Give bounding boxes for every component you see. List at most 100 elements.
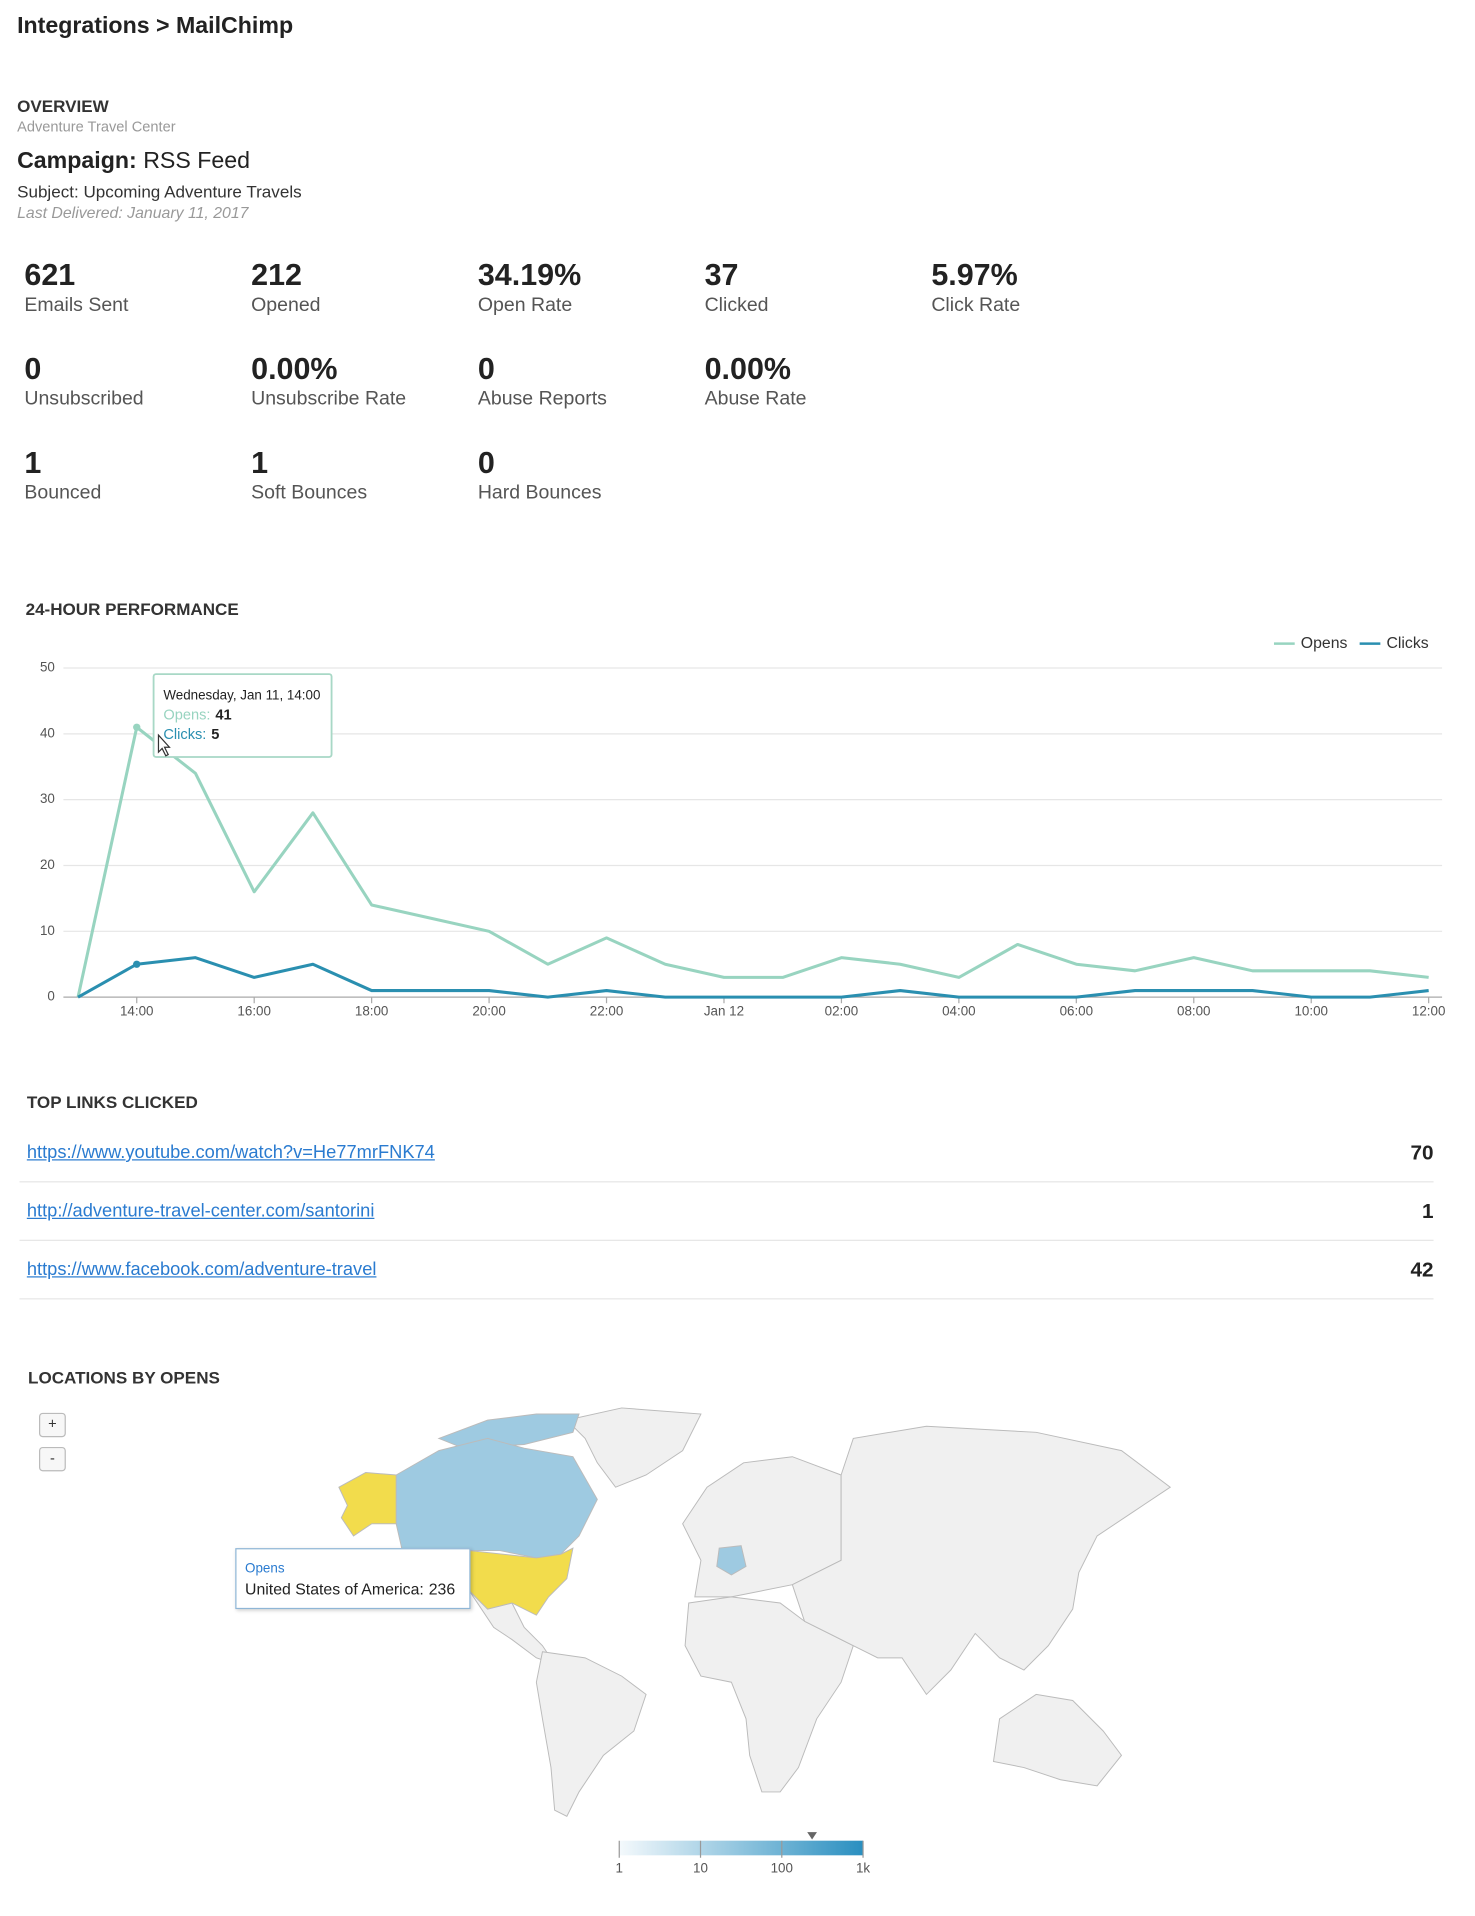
zoom-out-button[interactable]: - <box>39 1446 66 1472</box>
subject: Subject: Upcoming Adventure Travels <box>17 181 302 202</box>
color-scale: 1 10 100 1k <box>616 1832 870 1875</box>
stat-value: 0.00% <box>251 352 338 387</box>
y-tick-label: 50 <box>40 660 55 675</box>
row-divider <box>19 1181 1434 1183</box>
map-tooltip-value: 236 <box>428 1579 456 1599</box>
x-tick-label: 12:00 <box>1412 1003 1446 1018</box>
alaska <box>338 1472 397 1537</box>
stat-label: Bounced <box>24 482 102 504</box>
stat-label: Emails Sent <box>24 294 129 316</box>
link-count: 42 <box>1410 1258 1434 1282</box>
link-url[interactable]: http://adventure-travel-center.com/santo… <box>26 1200 375 1222</box>
tooltip-title: Wednesday, Jan 11, 14:00 <box>163 688 320 703</box>
zoom-in-button[interactable]: + <box>39 1412 66 1438</box>
stat-label: Clicked <box>704 294 769 316</box>
last-delivered: Last Delivered: January 11, 2017 <box>17 203 249 222</box>
chart-tooltip: Wednesday, Jan 11, 14:00 Opens: 41 Clicks: 5 <box>152 673 333 758</box>
y-tick-label: 20 <box>40 857 55 872</box>
tooltip-label: Clicks: <box>163 727 206 743</box>
canada-islands <box>437 1413 580 1449</box>
x-tick-label: 02:00 <box>825 1003 859 1018</box>
campaign-name: RSS Feed <box>143 148 251 175</box>
asia <box>791 1425 1172 1696</box>
x-tick-label: 20:00 <box>472 1003 506 1018</box>
x-tick-label: 22:00 <box>590 1003 624 1018</box>
map-tooltip-series: Opens <box>245 1561 285 1577</box>
stat-value: 621 <box>24 258 76 293</box>
stat-value: 212 <box>251 258 302 293</box>
stat-label: Soft Bounces <box>251 482 368 504</box>
hover-point <box>133 960 141 968</box>
x-tick-label: 04:00 <box>942 1003 976 1018</box>
map-title: LOCATIONS BY OPENS <box>28 1367 220 1388</box>
hover-point <box>133 723 141 731</box>
link-count: 1 <box>1422 1199 1434 1223</box>
stat-label: Opened <box>251 294 321 316</box>
stat-label: Click Rate <box>931 294 1021 316</box>
color-scale-label: 10 <box>693 1860 708 1875</box>
color-scale-bar <box>619 1840 864 1856</box>
stat-label: Abuse Reports <box>477 388 607 410</box>
x-tick-label: 10:00 <box>1294 1003 1328 1018</box>
performance-chart: 24-HOUR PERFORMANCE 0 10 20 30 40 50 14:00 16:0… <box>26 600 1446 1018</box>
color-scale-label: 1k <box>856 1860 870 1875</box>
greenland <box>565 1407 702 1488</box>
cursor <box>157 733 171 757</box>
campaign-label: Campaign: <box>17 148 137 175</box>
stat-value: 0 <box>24 352 42 387</box>
tooltip-value: 5 <box>211 727 219 743</box>
overview-heading: OVERVIEW <box>17 96 109 116</box>
color-scale-label: 100 <box>771 1860 793 1875</box>
stat-value: 0 <box>477 446 495 481</box>
page-title: Integrations > MailChimp <box>17 13 294 40</box>
link-count: 70 <box>1410 1140 1434 1165</box>
stat-label: Unsubscribed <box>24 388 144 410</box>
x-tick-label: 08:00 <box>1177 1003 1211 1018</box>
row-divider <box>19 1239 1434 1241</box>
links-title: TOP LINKS CLICKED <box>26 1092 198 1112</box>
legend-label: Clicks <box>1386 635 1428 652</box>
map-tooltip-row: United States of America: 236 <box>245 1580 455 1598</box>
x-tick-label: 14:00 <box>120 1003 154 1018</box>
campaign: Campaign: RSS Feed <box>17 149 250 176</box>
color-scale-marker <box>807 1832 817 1840</box>
tooltip-value: 41 <box>215 707 231 723</box>
chart-title: 24-HOUR PERFORMANCE <box>26 600 239 619</box>
color-scale-label: 1 <box>616 1860 623 1875</box>
south-america <box>535 1651 647 1817</box>
x-tick-label: 16:00 <box>237 1003 271 1018</box>
y-tick-label: 30 <box>40 791 55 806</box>
stat-value: 1 <box>24 446 42 481</box>
stat-label: Open Rate <box>477 294 573 316</box>
x-tick-label: 06:00 <box>1060 1003 1094 1018</box>
tooltip-label: Opens: <box>163 707 210 723</box>
link-url[interactable]: https://www.youtube.com/watch?v=He77mrFN… <box>26 1142 435 1163</box>
link-url[interactable]: https://www.facebook.com/adventure-trave… <box>26 1259 377 1280</box>
row-divider <box>19 1298 1434 1300</box>
y-tick-label: 0 <box>47 989 54 1004</box>
canada <box>395 1437 598 1559</box>
stat-value: 5.97% <box>931 258 1018 293</box>
tooltip-box <box>152 673 333 758</box>
stat-label: Abuse Rate <box>704 388 807 410</box>
map-tooltip: Opens United States of America: 236 <box>235 1548 471 1610</box>
stat-label: Hard Bounces <box>477 482 602 504</box>
africa <box>684 1596 854 1793</box>
france <box>716 1545 747 1576</box>
series-line <box>76 725 1429 998</box>
stat-value: 37 <box>704 258 739 293</box>
map-tooltip-label: United States of America: <box>245 1579 424 1599</box>
stat-value: 1 <box>251 446 269 481</box>
series-line <box>77 956 1429 999</box>
x-tick-label: Jan 12 <box>704 1003 744 1018</box>
account-name: Adventure Travel Center <box>17 118 176 136</box>
legend-label: Opens <box>1301 635 1348 652</box>
y-tick-label: 10 <box>40 923 55 938</box>
stat-value: 0.00% <box>704 352 791 387</box>
y-tick-label: 40 <box>40 725 55 740</box>
x-tick-label: 18:00 <box>355 1003 389 1018</box>
australia <box>992 1693 1123 1787</box>
world-map <box>338 1407 1172 1817</box>
